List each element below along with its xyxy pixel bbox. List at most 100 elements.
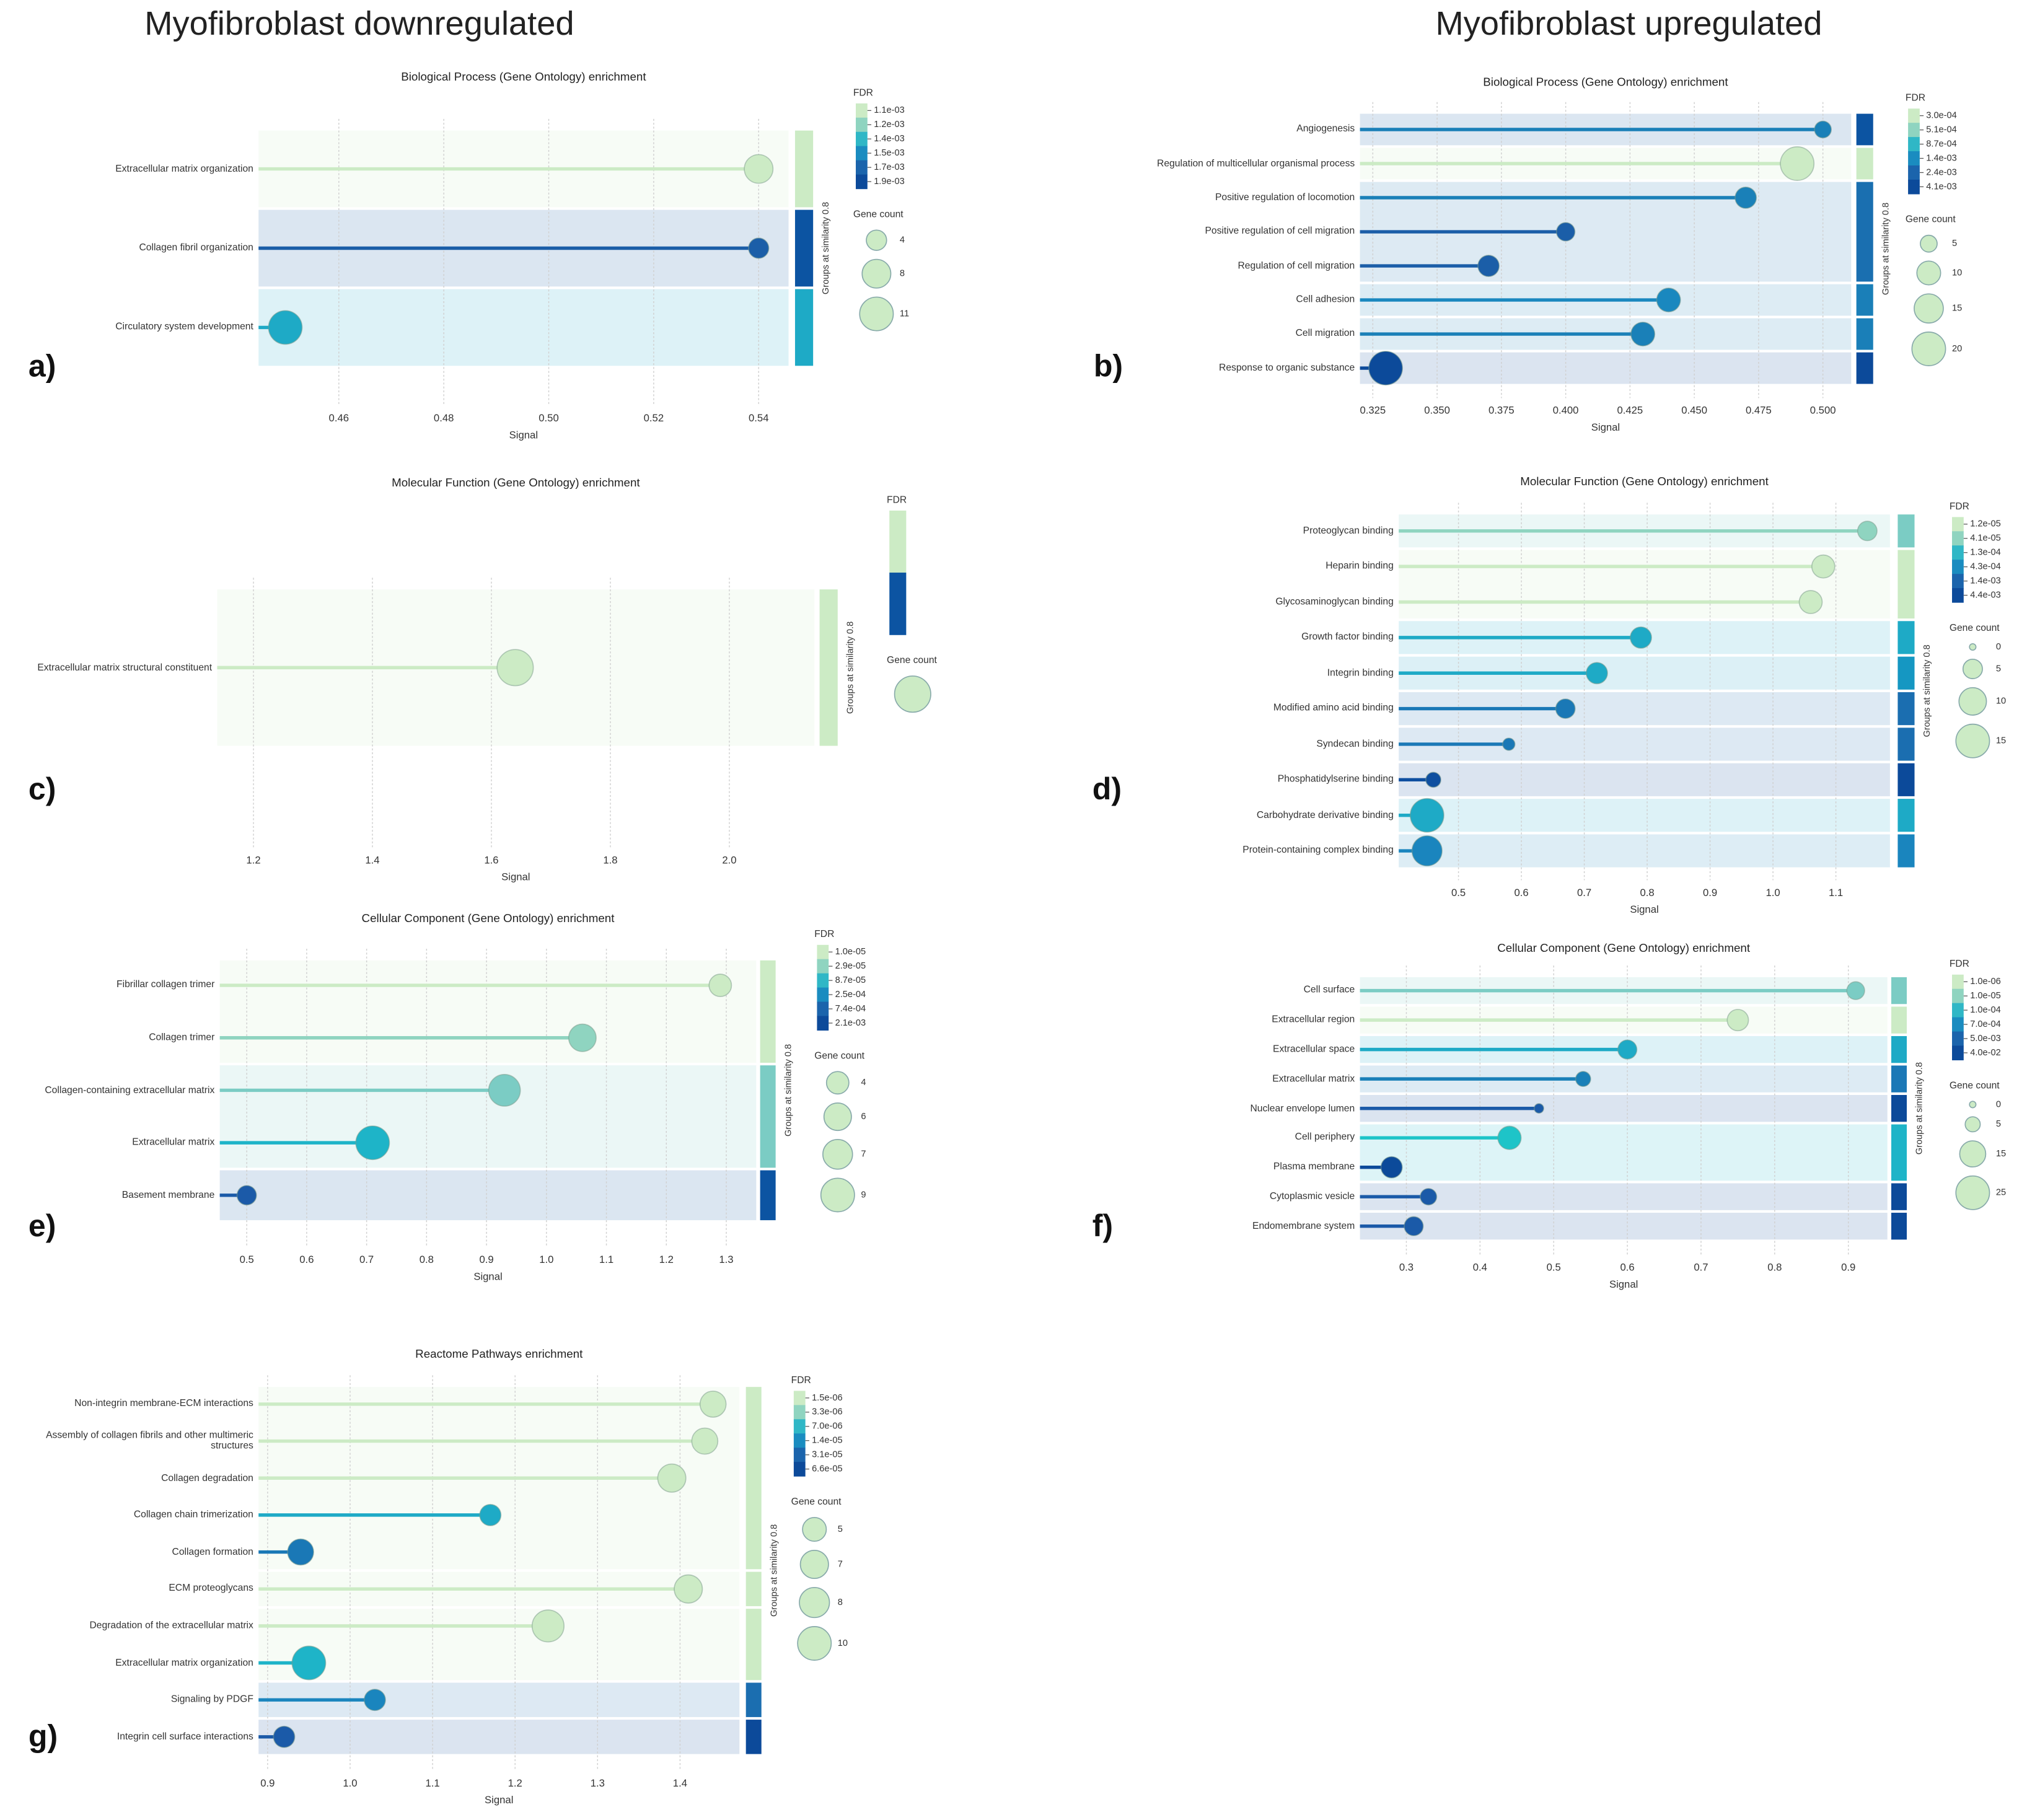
x-tick-label: 0.9 [1703,887,1717,899]
category-label: Extracellular matrix structural constitu… [37,661,213,673]
x-tick-label: 0.9 [1841,1262,1855,1273]
colorbar-segment [817,944,829,960]
size-legend-circle [866,229,887,251]
size-legend-label: 7 [838,1559,843,1569]
point [657,1463,687,1493]
group-bar [819,589,838,746]
size-legend-label: 0 [1996,642,2001,652]
x-tick-label: 1.1 [599,1254,613,1265]
group-bar [1897,834,1915,868]
size-legend-label: 8 [900,269,905,279]
category-label: Extracellular matrix organization [115,162,253,174]
size-legend-label: 15 [1952,304,1962,314]
point [479,1503,502,1526]
size-legend-circle [825,1071,850,1095]
chart-title: Molecular Function (Gene Ontology) enric… [392,476,640,489]
point [1380,1156,1403,1179]
x-tick-label: 0.350 [1424,405,1450,416]
point [488,1074,521,1107]
size-legend-circle [802,1517,827,1542]
colorbar-label: 1.4e-03 [1970,576,2001,586]
x-tick-label: 1.2 [659,1254,674,1265]
size-legend-label: 10 [1952,268,1962,278]
category-label: Circulatory system development [115,320,253,333]
colorbar-label: 1.0e-05 [1970,991,2001,1001]
panel-label: c) [29,772,56,806]
category-label: Positive regulation of cell migration [1205,225,1355,237]
group-band [1399,834,1890,868]
x-tick-label: 0.6 [1514,887,1528,899]
category-label: Collagen degradation [161,1471,253,1484]
category-label: Response to organic substance [1219,361,1355,373]
group-label: Groups at similarity 0.8 [769,1524,779,1617]
size-legend-circle [797,1626,832,1661]
column-header: Myofibroblast downregulated [144,5,574,42]
colorbar-label: 2.4e-03 [1926,167,1957,177]
colorbar-label: 5.0e-03 [1970,1034,2001,1044]
colorbar-segment [1908,151,1920,166]
category-label: Extracellular matrix [132,1136,215,1148]
category-label: Extracellular matrix [1272,1072,1355,1084]
point [291,1645,327,1681]
colorbar-label: 1.0e-06 [1970,977,2001,987]
legend-title: FDR [1906,93,1925,103]
point [708,974,732,997]
point [1404,1216,1424,1236]
x-tick-label: 0.5 [1451,887,1466,899]
legend-title: FDR [887,495,907,505]
group-band [219,1170,757,1221]
category-label: Cell migration [1295,327,1355,339]
point [1630,322,1656,347]
category-label: Integrin binding [1327,666,1394,679]
group-bar [760,1065,776,1168]
category-label: Growth factor binding [1301,630,1394,643]
size-legend-circle [1914,293,1944,324]
colorbar-segment [1952,1045,1964,1061]
category-label: Non-integrin membrane-ECM interactions [74,1397,253,1409]
point [1555,222,1576,242]
size-legend-circle [1920,234,1938,253]
colorbar-segment [793,1391,806,1405]
size-legend-circle [1911,332,1946,366]
point [1811,554,1836,579]
colorbar-segment [817,973,829,988]
colorbar-label: 5.1e-04 [1926,125,1957,134]
colorbar-segment [855,117,868,133]
size-legend-label: 0 [1996,1099,2001,1109]
group-bar [1897,621,1915,654]
legend-title: Gene count [853,209,904,219]
group-band [258,1720,740,1754]
category-label: Endomembrane system [1252,1219,1355,1231]
x-tick-label: 0.54 [749,412,768,424]
point [1497,1125,1522,1150]
x-tick-label: 0.375 [1488,405,1515,416]
point [1629,626,1652,649]
point [363,1689,386,1712]
point [1617,1039,1638,1060]
x-tick-label: 1.0 [343,1777,357,1789]
point [1656,288,1681,313]
colorbar-segment [855,174,868,190]
x-tick-label: 1.3 [591,1777,605,1789]
point [1585,662,1608,685]
x-tick-label: 0.7 [1577,887,1591,899]
panel-label: g) [29,1719,58,1754]
x-tick-label: 0.6 [299,1254,314,1265]
x-tick-label: 0.8 [1640,887,1654,899]
colorbar-label: 1.5e-03 [874,148,905,158]
category-label: Cell periphery [1295,1131,1355,1143]
x-tick-label: 2.0 [722,855,736,866]
colorbar-segment [817,987,829,1003]
group-label: Groups at similarity 0.8 [846,622,856,714]
legend-title: Gene count [1950,1080,2000,1091]
chart-title: Cellular Component (Gene Ontology) enric… [1497,941,1751,954]
category-label: Syndecan binding [1316,737,1394,749]
category-label: Regulation of multicellular organismal p… [1157,157,1355,169]
x-tick-label: 0.5 [240,1254,254,1265]
panel-label: e) [29,1208,56,1243]
legend-title: FDR [814,929,834,939]
x-axis-label: Signal [501,871,530,883]
